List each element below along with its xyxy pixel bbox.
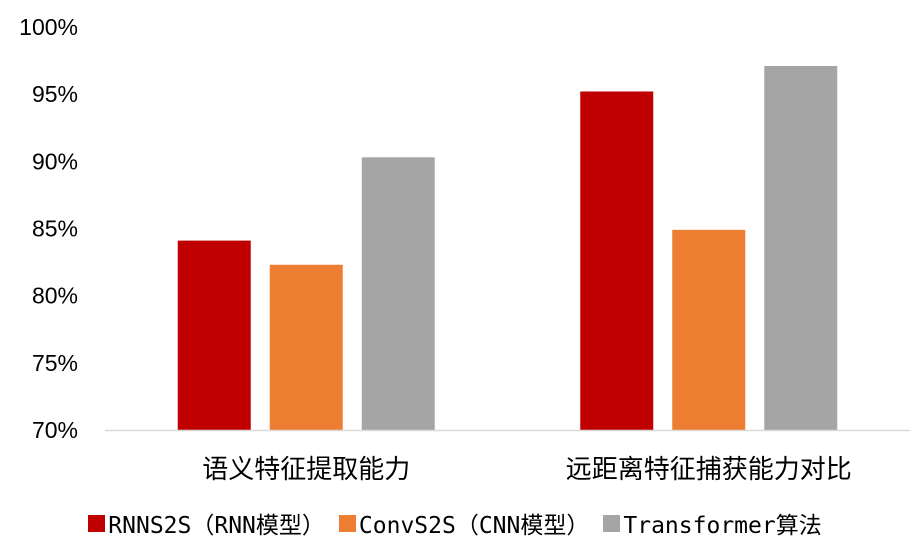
legend-swatch-rnns2s [88,514,106,532]
bar [269,264,343,430]
y-tick-label: 75% [32,350,78,376]
x-category-label: 语义特征提取能力 [202,455,410,485]
y-axis-ticks: 70% 75% 80% 85% 90% 95% 100% [19,14,78,443]
legend-label-transformer: Transformer算法 [623,513,822,539]
legend-label-rnns2s: RNNS2S（RNN模型） [108,513,325,539]
y-tick-label: 70% [32,417,78,443]
x-axis-labels: 语义特征提取能力 远距离特征捕获能力对比 [202,455,852,485]
legend-item-convs2s: ConvS2S（CNN模型） [338,506,590,540]
legend-swatch-transformer [603,514,621,532]
legend: RNNS2S（RNN模型） ConvS2S（CNN模型） Transformer… [0,506,910,540]
bar [177,240,251,430]
bar [672,229,746,430]
y-tick-label: 85% [32,216,78,242]
legend-label-convs2s: ConvS2S（CNN模型） [358,513,590,539]
bar [361,157,435,430]
bar-chart: 70% 75% 80% 85% 90% 95% 100% 语义特征提取能力 远距离特征捕获能力… [19,14,910,485]
legend-swatch-convs2s [338,514,356,532]
bar [764,65,838,430]
y-tick-label: 80% [32,283,78,309]
legend-item-transformer: Transformer算法 [603,506,822,540]
x-category-label: 远距离特征捕获能力对比 [566,455,852,485]
y-tick-label: 90% [32,148,78,174]
bar [580,91,654,430]
y-tick-label: 100% [19,14,78,40]
legend-item-rnns2s: RNNS2S（RNN模型） [88,506,325,540]
y-tick-label: 95% [32,81,78,107]
bars [177,65,838,430]
